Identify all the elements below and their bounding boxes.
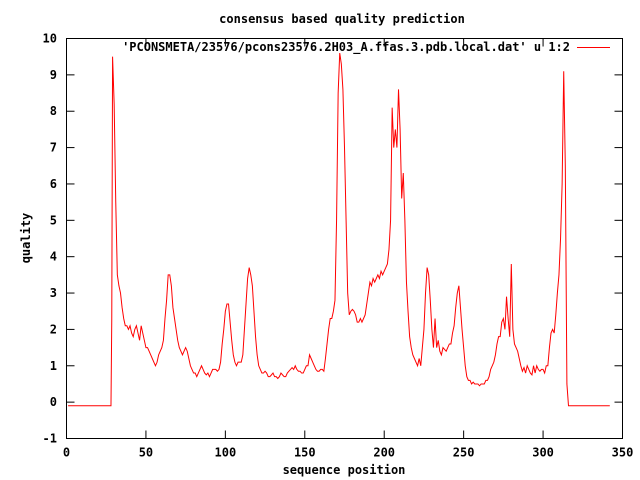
legend-label: 'PCONSMETA/23576/pcons23576.2H03_A.ffas.… [122, 40, 570, 55]
y-axis-label: quality [19, 213, 33, 264]
plot-area-frame [66, 38, 623, 439]
y-tick-label: 4 [50, 250, 57, 264]
x-axis-tick-labels: 0 50 100 150 200 250 300 350 [63, 446, 633, 460]
y-tick-label: 3 [50, 286, 57, 300]
x-axis-label: sequence position [283, 463, 406, 477]
x-tick-label: 150 [294, 446, 316, 460]
x-tick-label: 350 [612, 446, 634, 460]
y-tick-label: 0 [50, 395, 57, 409]
y-tick-label: 9 [50, 68, 57, 82]
y-axis-tick-labels: -1 0 1 2 3 4 5 6 7 8 9 10 [43, 32, 57, 446]
x-tick-label: 0 [63, 446, 70, 460]
x-tick-label: 250 [453, 446, 475, 460]
x-tick-label: 100 [215, 446, 237, 460]
y-tick-label: 7 [50, 141, 57, 155]
x-tick-label: 200 [373, 446, 395, 460]
y-tick-label: 6 [50, 177, 57, 191]
quality-series-line [68, 52, 610, 407]
y-tick-label: 8 [50, 104, 57, 118]
y-tick-label: -1 [43, 432, 57, 446]
y-tick-label: 10 [43, 32, 57, 46]
axis-ticks [66, 38, 623, 439]
y-tick-label: 1 [50, 359, 57, 373]
x-tick-label: 50 [139, 446, 153, 460]
x-tick-label: 300 [532, 446, 554, 460]
y-tick-label: 5 [50, 213, 57, 227]
chart-title: consensus based quality prediction [219, 12, 465, 26]
y-tick-label: 2 [50, 322, 57, 336]
